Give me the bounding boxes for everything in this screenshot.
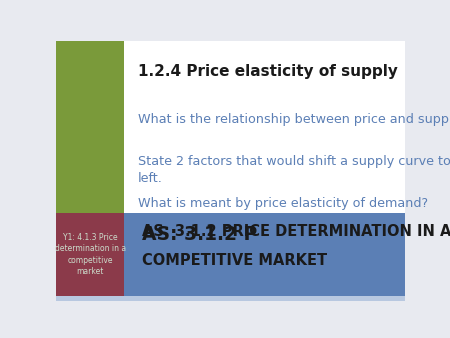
Bar: [124, 213, 405, 296]
Bar: [56, 296, 405, 301]
Text: What is the relationship between price and supply?: What is the relationship between price a…: [138, 114, 450, 126]
Text: 1.2.4 Price elasticity of supply: 1.2.4 Price elasticity of supply: [138, 64, 398, 79]
Bar: [56, 41, 124, 213]
Bar: [56, 213, 124, 296]
Text: AS: 3.1.2 PRICE DETERMINATION IN A: AS: 3.1.2 PRICE DETERMINATION IN A: [142, 224, 450, 239]
Text: What is meant by price elasticity of demand?: What is meant by price elasticity of dem…: [138, 197, 428, 210]
Text: COMPETITIVE MARKET: COMPETITIVE MARKET: [142, 253, 327, 268]
Bar: [124, 41, 405, 213]
Text: Y1: 4.1.3 Price
determination in a
competitive
market: Y1: 4.1.3 Price determination in a compe…: [55, 233, 126, 276]
Text: AS: 3.1.2 P: AS: 3.1.2 P: [142, 225, 257, 244]
Text: State 2 factors that would shift a supply curve to the
left.: State 2 factors that would shift a suppl…: [138, 155, 450, 185]
